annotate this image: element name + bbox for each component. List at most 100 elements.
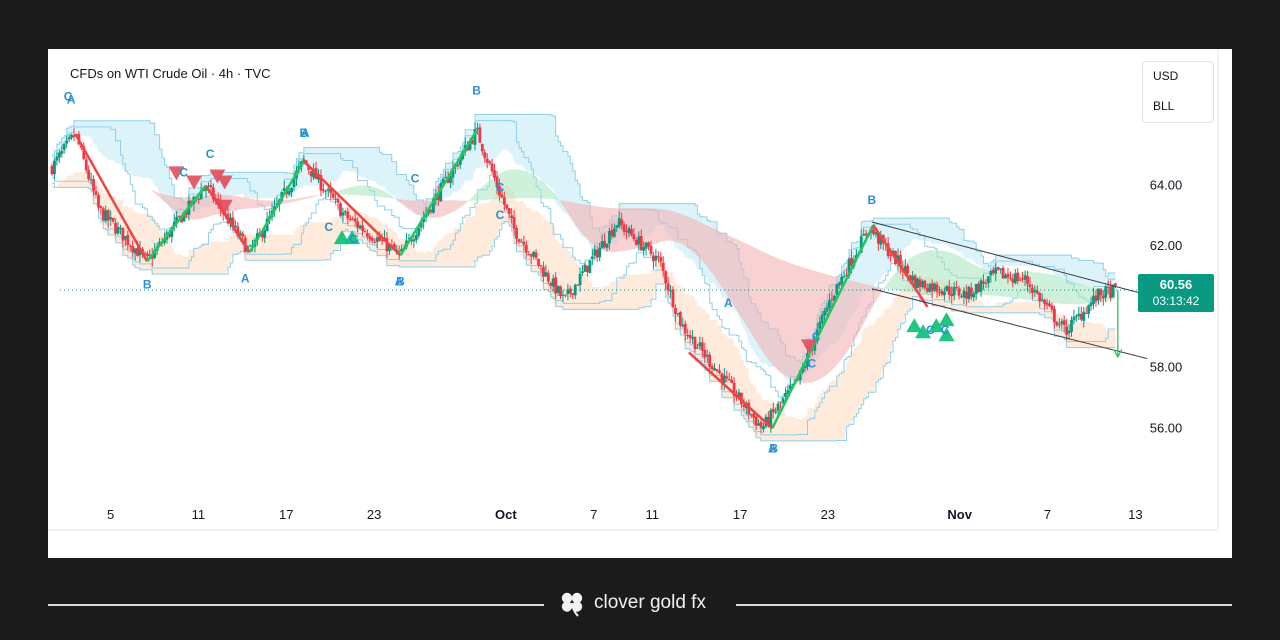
candle-body xyxy=(546,273,550,282)
candle-body xyxy=(544,272,548,277)
candle-body xyxy=(363,231,367,233)
currency-label[interactable]: USD xyxy=(1153,69,1179,83)
candle-body xyxy=(231,217,235,227)
candle-body xyxy=(493,170,496,178)
candle-body xyxy=(696,347,699,349)
last-price-tag: 60.56 03:13:42 xyxy=(1138,274,1214,312)
zigzag-label: B xyxy=(769,442,778,456)
zigzag-label: A xyxy=(724,296,733,310)
candle-body xyxy=(319,175,323,191)
candle-body xyxy=(87,170,91,180)
candle-body xyxy=(419,222,423,228)
candle-body xyxy=(202,189,205,192)
candle-body xyxy=(656,256,660,258)
x-tick-label: 7 xyxy=(1044,507,1051,522)
zigzag-segment xyxy=(248,160,305,253)
buy-signal-icon xyxy=(938,312,955,327)
zigzag-label: C xyxy=(206,147,215,161)
scale-mode-label[interactable]: BLL xyxy=(1153,99,1175,113)
candle-body xyxy=(627,227,631,234)
candle-body xyxy=(864,233,868,236)
zigzag-label: B xyxy=(396,275,405,289)
candle-body xyxy=(967,286,971,299)
candle-body xyxy=(385,238,389,252)
candle-body xyxy=(1089,302,1093,307)
candle-body xyxy=(153,249,157,258)
candle-body xyxy=(781,398,785,403)
candle-body xyxy=(148,254,152,257)
candle-body xyxy=(957,288,961,296)
x-tick-label: Oct xyxy=(495,507,517,522)
candle-body xyxy=(691,336,694,339)
candle-body xyxy=(1057,324,1061,326)
candle-body xyxy=(1087,305,1091,314)
candle-body xyxy=(740,392,743,405)
candle-body xyxy=(532,251,536,257)
candle-body xyxy=(353,218,357,222)
candle-body xyxy=(133,248,137,254)
candle-body xyxy=(211,187,215,200)
candle-body xyxy=(766,416,770,426)
y-tick-label: 56.00 xyxy=(1150,420,1183,435)
candle-body xyxy=(260,232,264,238)
candle-body xyxy=(488,161,492,164)
channel-line xyxy=(871,221,1148,296)
candle-body xyxy=(441,178,445,184)
candle-body xyxy=(427,210,430,214)
countdown: 03:13:42 xyxy=(1152,294,1200,308)
candle-body xyxy=(131,245,135,253)
candle-body xyxy=(236,226,240,236)
candle-body xyxy=(1021,278,1025,280)
zigzag-label: C xyxy=(324,220,333,234)
candle-body xyxy=(114,223,117,234)
brand: clover gold fx xyxy=(558,588,706,618)
candle-body xyxy=(581,271,584,273)
candle-body xyxy=(417,227,421,236)
candle-body xyxy=(119,227,122,229)
candle-body xyxy=(737,392,741,397)
candle-body xyxy=(507,208,511,214)
candle-body xyxy=(199,190,203,200)
candle-body xyxy=(1099,288,1103,296)
candle-body xyxy=(339,203,342,217)
candle-body xyxy=(449,176,452,184)
candle-body xyxy=(647,242,650,247)
candle-body xyxy=(515,227,518,239)
candle-body xyxy=(65,140,69,144)
zigzag-label: C xyxy=(926,323,935,337)
candle-body xyxy=(1018,279,1022,281)
candle-body xyxy=(1065,326,1069,335)
candle-body xyxy=(754,416,758,426)
price-chart[interactable]: ACBCCABACCABCBCCACCABBCC64.0062.0060.005… xyxy=(48,49,1232,558)
candle-body xyxy=(101,208,105,221)
candle-body xyxy=(407,238,411,240)
candle-body xyxy=(1023,275,1027,280)
candle-body xyxy=(255,233,259,240)
candle-body xyxy=(534,252,538,258)
candle-body xyxy=(471,140,474,144)
channel-line xyxy=(871,288,1148,360)
candle-body xyxy=(1114,283,1117,286)
candle-body xyxy=(588,260,592,274)
candle-body xyxy=(639,236,643,251)
candle-body xyxy=(830,299,834,301)
candle-body xyxy=(578,273,582,286)
candle-body xyxy=(92,179,95,191)
x-tick-label: 13 xyxy=(1128,507,1142,522)
candle-body xyxy=(779,402,782,404)
candle-body xyxy=(593,249,597,256)
candle-body xyxy=(97,195,100,208)
candle-body xyxy=(502,197,506,205)
scale-box[interactable]: USD BLL xyxy=(1142,61,1214,123)
candle-body xyxy=(940,291,944,295)
zigzag-segment xyxy=(74,133,149,263)
zigzag-label: C xyxy=(496,181,505,195)
candle-body xyxy=(837,282,841,286)
candle-body xyxy=(302,159,306,162)
projection-arrow-head xyxy=(1113,349,1123,359)
candle-body xyxy=(1082,311,1086,321)
candle-body xyxy=(925,288,929,292)
candle-body xyxy=(659,256,663,262)
zigzag-segment xyxy=(146,184,207,263)
candle-body xyxy=(947,286,951,295)
